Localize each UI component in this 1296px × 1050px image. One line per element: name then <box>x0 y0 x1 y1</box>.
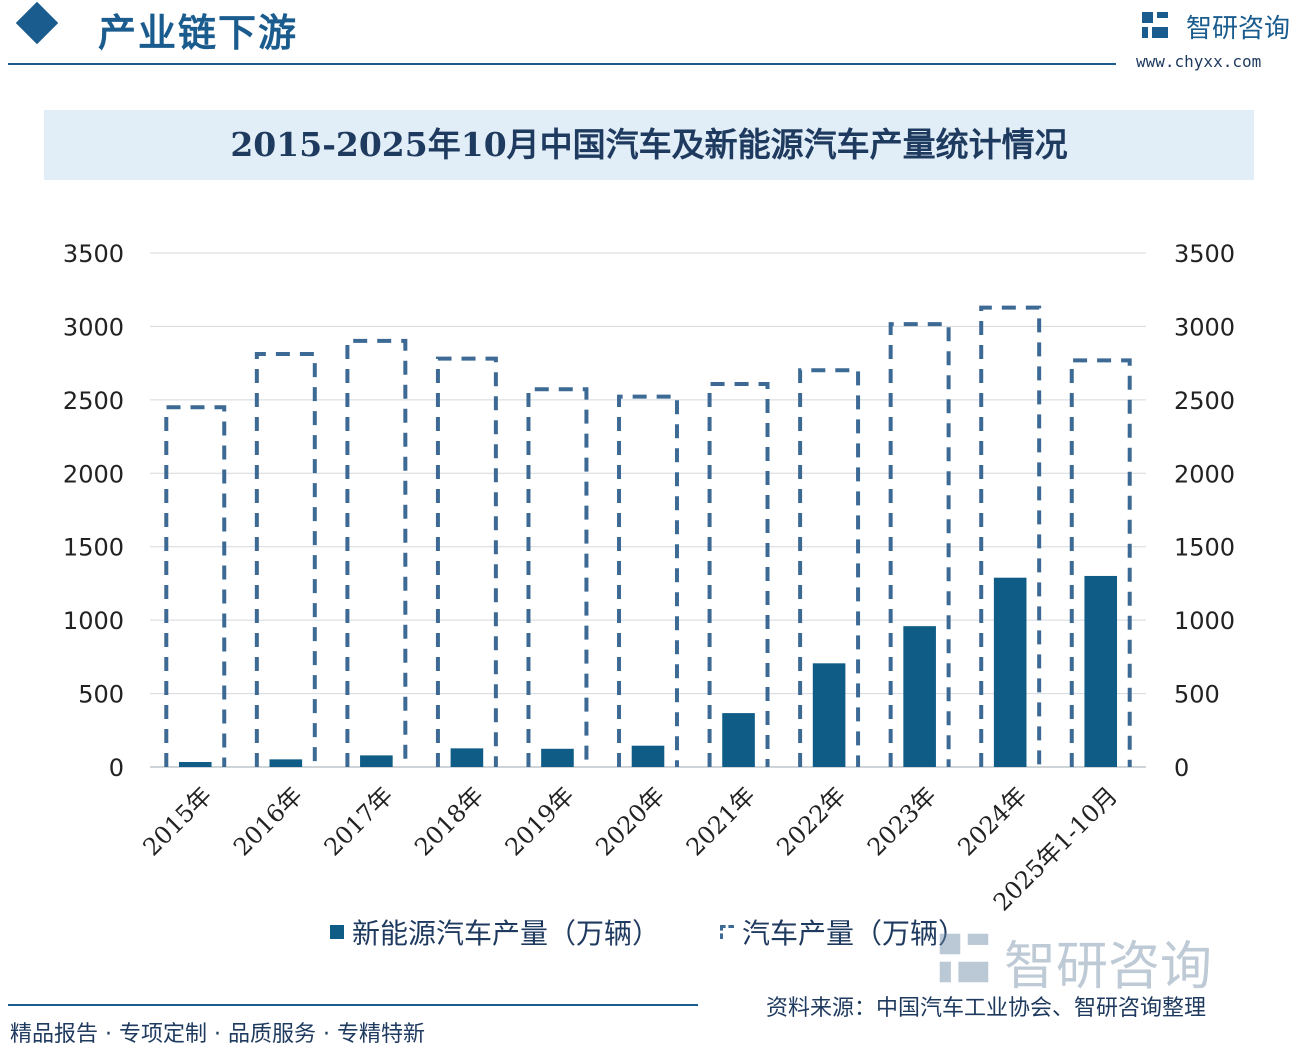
auto-production-bar <box>617 394 679 767</box>
auto-production-bar <box>345 338 408 767</box>
header-divider <box>8 63 1116 65</box>
data-source: 资料来源：中国汽车工业协会、智研咨询整理 <box>766 996 1207 1021</box>
legend-item-nev: 新能源汽车产量（万辆） <box>330 912 660 952</box>
auto-production-bar <box>979 305 1042 767</box>
x-tick-label: 2022年 <box>771 781 851 861</box>
footer-slogan: 精品报告 · 专项定制 · 品质服务 · 专精特新 <box>10 1022 425 1047</box>
x-tick-label: 2024年 <box>952 781 1032 861</box>
chart-title-band: 2015-2025年10月中国汽车及新能源汽车产量统计情况 <box>44 110 1254 180</box>
watermark-brand: 智研咨询 <box>1004 937 1213 997</box>
legend-item-auto: 汽车产量（万辆） <box>720 912 966 952</box>
auto-production-bar <box>888 322 951 767</box>
nev-production-bar <box>450 748 484 767</box>
nev-production-bar <box>812 663 846 767</box>
auto-production-bar <box>254 352 317 767</box>
y2-tick-label: 2000 <box>1174 460 1235 488</box>
y-tick-label: 0 <box>109 754 124 782</box>
y2-tick-label: 3500 <box>1174 240 1235 268</box>
auto-production-bar <box>164 405 227 767</box>
x-tick-label: 2017年 <box>319 781 399 861</box>
y-tick-label: 3500 <box>63 240 124 268</box>
brand-logo-icon <box>1142 12 1168 38</box>
legend-swatch-solid <box>330 925 344 939</box>
x-tick-label: 2015年 <box>138 781 218 861</box>
y2-tick-label: 500 <box>1174 681 1220 709</box>
auto-production-bar <box>526 387 589 767</box>
auto-production-bar <box>707 381 770 767</box>
legend-swatch-dashed <box>720 925 734 939</box>
x-tick-label: 2019年 <box>500 781 580 861</box>
legend: 新能源汽车产量（万辆） 汽车产量（万辆） <box>0 912 1296 952</box>
nev-production-bar <box>903 626 936 767</box>
nev-production-bar <box>993 577 1027 767</box>
x-tick-label: 2018年 <box>409 781 489 861</box>
nev-production-bar <box>360 755 393 767</box>
y2-tick-label: 0 <box>1174 754 1189 782</box>
y-tick-label: 2500 <box>63 387 124 415</box>
nev-production-bar <box>1084 575 1118 767</box>
chart-title: 2015-2025年10月中国汽车及新能源汽车产量统计情况 <box>230 125 1068 164</box>
watermark-logo-icon <box>936 930 992 986</box>
y-tick-label: 1500 <box>63 534 124 562</box>
y-tick-label: 3000 <box>63 313 124 341</box>
brand-url: www.chyxx.com <box>1136 52 1262 71</box>
y2-tick-label: 1500 <box>1174 534 1235 562</box>
y2-tick-label: 2500 <box>1174 387 1235 415</box>
x-tick-label: 2020年 <box>590 781 670 861</box>
legend-label-nev: 新能源汽车产量（万辆） <box>352 917 661 950</box>
brand-name: 智研咨询 <box>1186 14 1291 44</box>
section-title: 产业链下游 <box>98 10 299 55</box>
footer-divider <box>8 1004 698 1006</box>
nev-production-bar <box>178 762 212 767</box>
x-tick-label: 2016年 <box>228 781 308 861</box>
auto-production-bar <box>798 368 861 767</box>
y-tick-label: 500 <box>78 681 124 709</box>
y-tick-label: 2000 <box>63 460 124 488</box>
header: 产业链下游 智研咨询 www.chyxx.com <box>0 0 1296 71</box>
nev-production-bar <box>631 745 665 767</box>
auto-production-bar <box>1069 358 1132 767</box>
nev-production-bar <box>722 713 755 767</box>
y-tick-label: 1000 <box>63 607 124 635</box>
x-tick-label: 2023年 <box>862 781 942 861</box>
nev-production-bar <box>541 748 574 767</box>
legend-label-auto: 汽车产量（万辆） <box>742 917 967 950</box>
auto-production-bar <box>435 356 498 767</box>
y2-tick-label: 3000 <box>1174 313 1235 341</box>
y2-tick-label: 1000 <box>1174 607 1235 635</box>
nev-production-bar <box>269 759 303 767</box>
x-tick-label: 2021年 <box>681 781 761 861</box>
